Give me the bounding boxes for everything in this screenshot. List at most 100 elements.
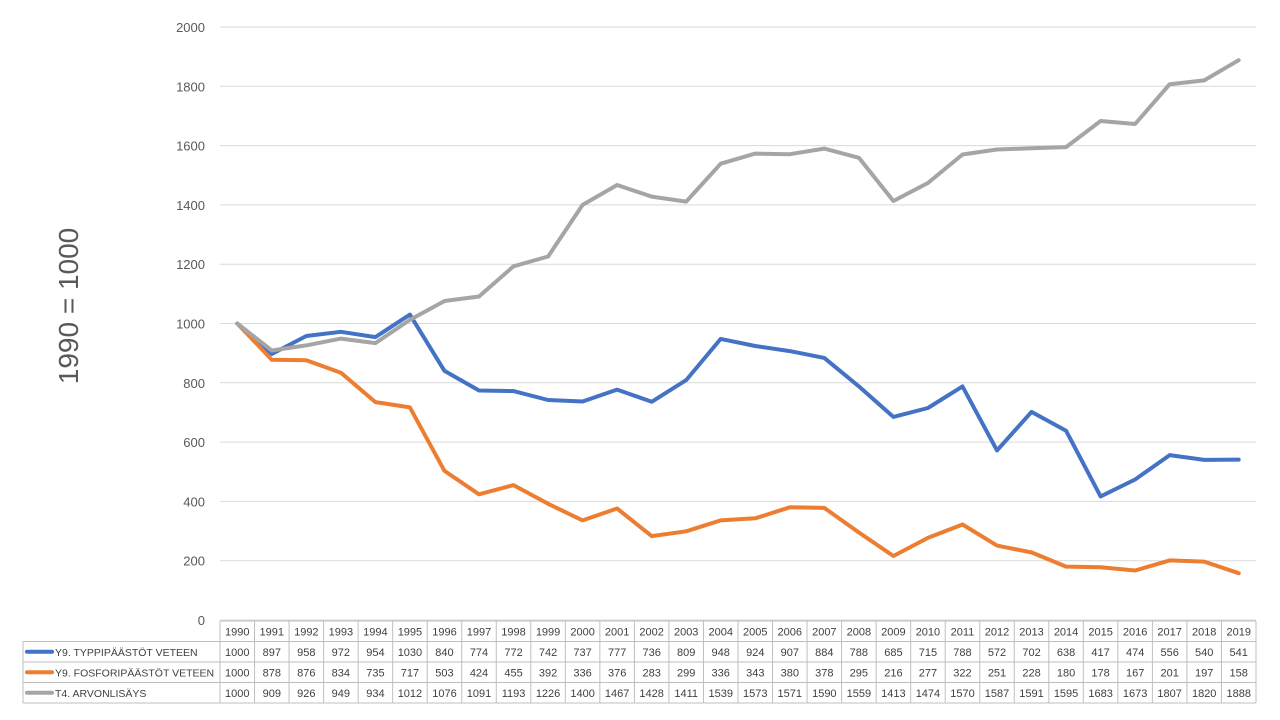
data-label: 926: [297, 688, 315, 700]
data-label: 295: [850, 667, 868, 679]
y-tick-label: 1000: [176, 317, 205, 332]
data-label: 455: [504, 667, 522, 679]
data-label: 277: [919, 667, 937, 679]
x-tick-label: 2009: [881, 626, 905, 638]
data-label: 1012: [398, 688, 422, 700]
data-label: 1820: [1192, 688, 1216, 700]
data-label: 737: [573, 647, 591, 659]
data-label: 322: [953, 667, 971, 679]
data-label: 742: [539, 647, 557, 659]
data-label: 283: [642, 667, 660, 679]
data-label: 556: [1160, 647, 1178, 659]
data-label: 948: [712, 647, 730, 659]
x-tick-label: 2002: [639, 626, 663, 638]
data-label: 735: [366, 667, 384, 679]
data-label: 392: [539, 667, 557, 679]
x-tick-label: 1998: [501, 626, 525, 638]
data-label: 180: [1057, 667, 1075, 679]
data-label: 972: [332, 647, 350, 659]
data-label: 541: [1230, 647, 1248, 659]
data-label: 702: [1022, 647, 1040, 659]
data-label: 201: [1160, 667, 1178, 679]
data-label: 540: [1195, 647, 1213, 659]
data-label: 736: [642, 647, 660, 659]
series-lines: [235, 58, 1241, 576]
x-tick-label: 1999: [536, 626, 560, 638]
data-label: 1573: [743, 688, 767, 700]
data-label: 417: [1091, 647, 1109, 659]
data-label: 197: [1195, 667, 1213, 679]
data-label: 1570: [950, 688, 974, 700]
series-line-2: [235, 321, 1241, 576]
data-label: 376: [608, 667, 626, 679]
data-label: 1467: [605, 688, 629, 700]
data-label: 1428: [639, 688, 663, 700]
data-label: 715: [919, 647, 937, 659]
data-label: 909: [263, 688, 281, 700]
x-tick-label: 1992: [294, 626, 318, 638]
data-label: 1591: [1019, 688, 1043, 700]
data-label: 809: [677, 647, 695, 659]
data-label: 1590: [812, 688, 836, 700]
data-label: 572: [988, 647, 1006, 659]
y-tick-label: 800: [183, 376, 205, 391]
x-tick-label: 2012: [985, 626, 1009, 638]
data-label: 954: [366, 647, 384, 659]
data-label: 876: [297, 667, 315, 679]
data-label: 958: [297, 647, 315, 659]
data-label: 1091: [467, 688, 491, 700]
data-label: 949: [332, 688, 350, 700]
data-label: 884: [815, 647, 833, 659]
data-label: 1888: [1226, 688, 1250, 700]
data-label: 251: [988, 667, 1006, 679]
data-label: 878: [263, 667, 281, 679]
y-axis-label: 1990 = 1000: [53, 228, 84, 385]
data-label: 1000: [225, 647, 249, 659]
y-tick-label: 600: [183, 435, 205, 450]
data-label: 1595: [1054, 688, 1078, 700]
data-label: 178: [1091, 667, 1109, 679]
data-label: 1673: [1123, 688, 1147, 700]
data-label: 1226: [536, 688, 560, 700]
data-label: 299: [677, 667, 695, 679]
legend-label: Y9. FOSFORIPÄÄSTÖT VETEEN: [55, 667, 214, 679]
legend-label: T4. ARVONLISÄYS: [55, 688, 146, 700]
x-tick-label: 2007: [812, 626, 836, 638]
data-label: 380: [781, 667, 799, 679]
data-label: 1000: [225, 688, 249, 700]
data-label: 1076: [432, 688, 456, 700]
x-tick-label: 1993: [329, 626, 353, 638]
data-label: 1683: [1088, 688, 1112, 700]
data-label: 907: [781, 647, 799, 659]
y-tick-label: 400: [183, 494, 205, 509]
x-tick-label: 2016: [1123, 626, 1147, 638]
data-label: 1587: [985, 688, 1009, 700]
series-line-1: [235, 312, 1241, 499]
x-tick-label: 1991: [260, 626, 284, 638]
data-label: 1413: [881, 688, 905, 700]
data-label: 1539: [708, 688, 732, 700]
y-tick-label: 1200: [176, 257, 205, 272]
data-label: 1000: [225, 667, 249, 679]
x-tick-label: 1995: [398, 626, 422, 638]
y-tick-label: 1800: [176, 79, 205, 94]
data-label: 897: [263, 647, 281, 659]
data-label: 934: [366, 688, 384, 700]
x-tick-label: 2006: [778, 626, 802, 638]
x-tick-label: 2005: [743, 626, 767, 638]
data-label: 840: [435, 647, 453, 659]
x-tick-label: 1994: [363, 626, 387, 638]
data-label: 378: [815, 667, 833, 679]
y-axis: 0 200 400 600 800 1000 1200 1400 1600 1800 2000: [176, 20, 205, 628]
data-label: 1571: [778, 688, 802, 700]
data-label: 474: [1126, 647, 1144, 659]
x-tick-label: 2015: [1088, 626, 1112, 638]
series-line-3: [235, 58, 1241, 353]
x-tick-label: 2008: [847, 626, 871, 638]
data-label: 167: [1126, 667, 1144, 679]
data-label: 424: [470, 667, 488, 679]
y-tick-label: 1600: [176, 139, 205, 154]
x-tick-label: 2019: [1226, 626, 1250, 638]
data-label: 343: [746, 667, 764, 679]
x-tick-label: 1990: [225, 626, 249, 638]
